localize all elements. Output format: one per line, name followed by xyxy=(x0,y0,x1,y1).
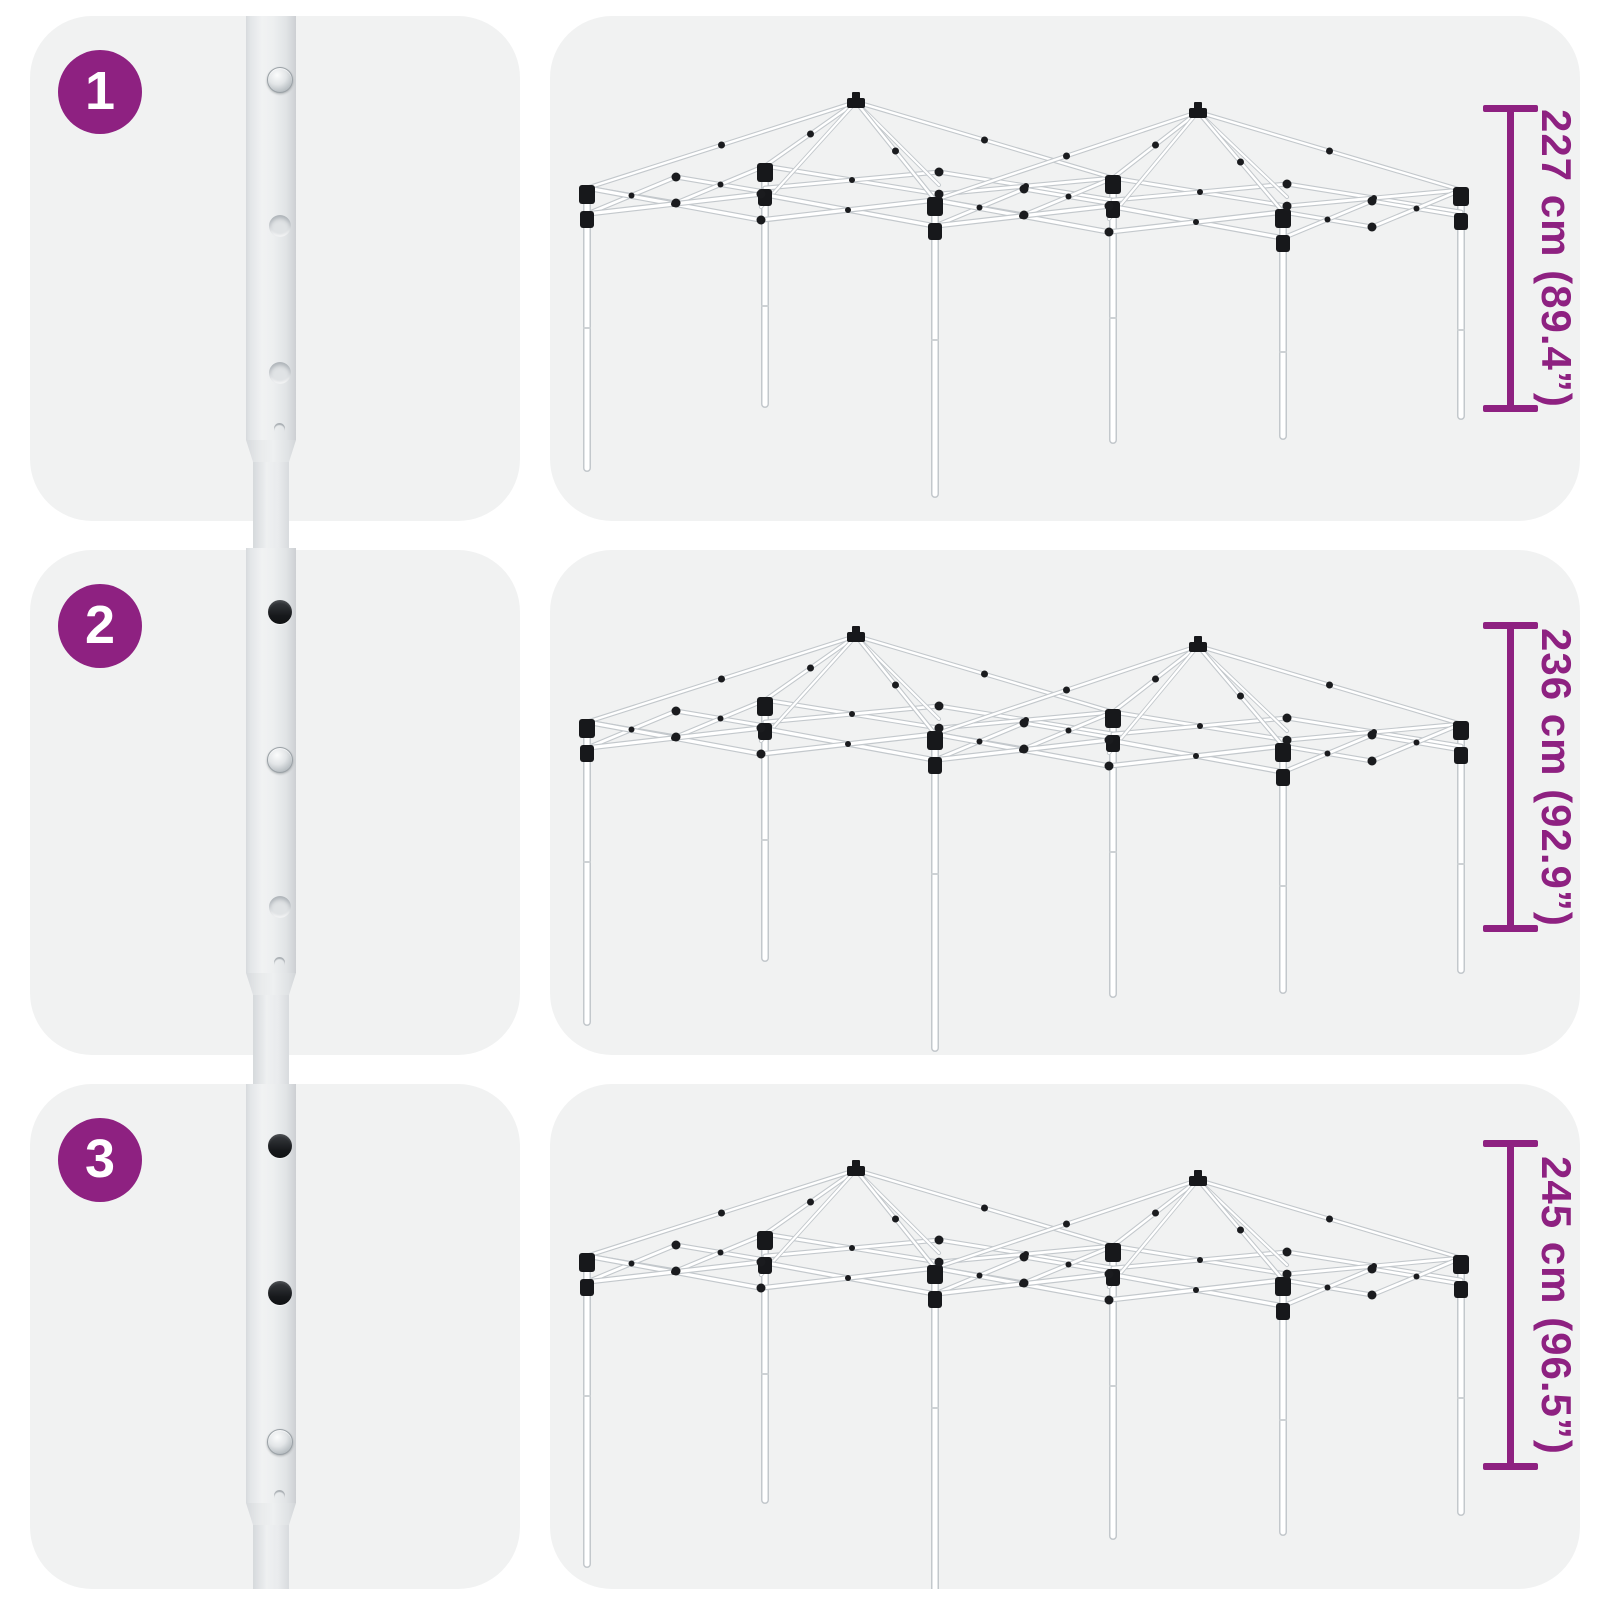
gazebo-frame-illustration-3 xyxy=(579,1160,1469,1589)
step-number-1: 1 xyxy=(84,61,116,121)
pole-notch xyxy=(274,957,285,968)
pole-pin-button xyxy=(267,1429,293,1455)
step-badge-1: 1 xyxy=(58,50,142,134)
pole-hole-dimple xyxy=(269,215,291,237)
height-label-1: 227 cm (89.4”) xyxy=(1533,109,1580,408)
pole-hole-dimple xyxy=(269,896,291,918)
gazebo-frame-illustration-2 xyxy=(579,626,1469,1052)
dimension-cap-bottom xyxy=(1483,1463,1538,1470)
pole-hole-dimple xyxy=(269,362,291,384)
pole-pin-button xyxy=(267,747,293,773)
pole-notch xyxy=(274,1490,285,1501)
pole-joint xyxy=(246,973,296,995)
telescopic-pole-illustration xyxy=(246,16,296,1589)
dimension-line xyxy=(1507,626,1514,928)
pole-hole-open xyxy=(268,600,292,624)
gazebo-frame-illustration-1 xyxy=(579,92,1469,498)
dimension-cap-top xyxy=(1483,622,1538,629)
pole-joint xyxy=(246,440,296,462)
step-badge-2: 2 xyxy=(58,584,142,668)
tent-panel-1: 227 cm (89.4”) xyxy=(550,16,1580,521)
step-number-2: 2 xyxy=(84,595,116,655)
dimension-cap-top xyxy=(1483,105,1538,112)
height-dimension-2: 236 cm (92.9”) xyxy=(550,550,1580,1055)
dimension-line xyxy=(1507,1144,1514,1466)
dimension-cap-bottom xyxy=(1483,405,1538,412)
step-number-3: 3 xyxy=(84,1129,116,1189)
step-badge-3: 3 xyxy=(58,1118,142,1202)
tent-panel-3: 245 cm (96.5”) xyxy=(550,1084,1580,1589)
height-dimension-1: 227 cm (89.4”) xyxy=(550,16,1580,521)
dimension-line xyxy=(1507,109,1514,408)
height-label-3: 245 cm (96.5”) xyxy=(1533,1155,1580,1455)
dimension-cap-bottom xyxy=(1483,925,1538,932)
pole-joint xyxy=(246,1503,296,1525)
tent-panel-2: 236 cm (92.9”) xyxy=(550,550,1580,1055)
pole-hole-open xyxy=(268,1134,292,1158)
height-dimension-3: 245 cm (96.5”) xyxy=(550,1084,1580,1589)
pole-pin-button xyxy=(267,67,293,93)
pole-notch xyxy=(274,423,285,434)
pole-hole-open xyxy=(268,1281,292,1305)
height-label-2: 236 cm (92.9”) xyxy=(1533,627,1580,927)
dimension-cap-top xyxy=(1483,1140,1538,1147)
